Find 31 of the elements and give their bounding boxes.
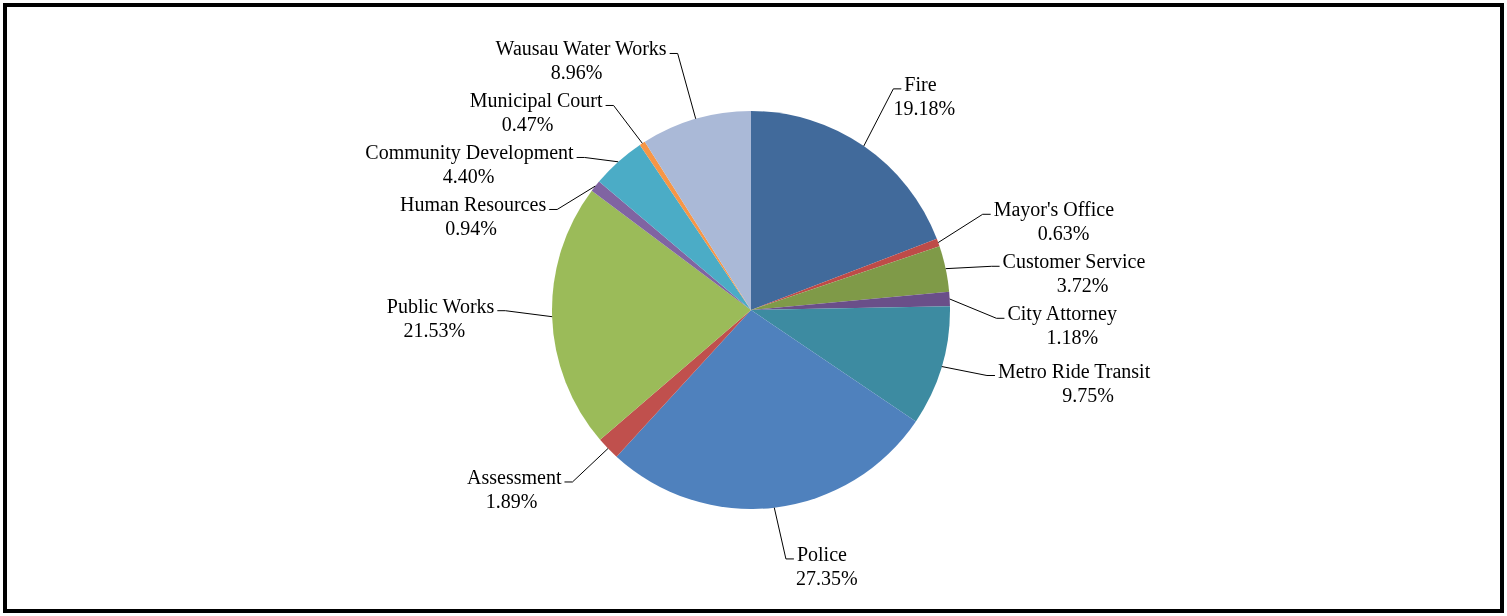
slice-label: Assessment [467,465,562,488]
pie-slice [599,144,751,310]
slice-label: Wausau Water Works [495,37,667,60]
pie-slice [616,310,916,509]
data-label: 4.40% [442,165,495,188]
pie-slice [751,306,950,422]
data-label: 0.47% [501,113,554,136]
data-label: 9.75% [1062,383,1114,406]
slice-label: City Attorney [1007,302,1117,326]
pie-slice [552,190,751,440]
pie-slice [644,111,751,310]
data-label: 8.96% [550,61,603,84]
data-label: 1.18% [1046,326,1099,349]
pie-slice [751,246,950,310]
data-label: 1.89% [485,489,538,512]
pie-slice [600,310,751,457]
slice-label: Community Development [365,141,575,165]
data-label: 19.18% [893,96,956,119]
slice-label: Human Resources [400,193,547,216]
data-label: 27.35% [796,566,858,589]
slice-label: Metro Ride Transit [997,359,1151,382]
slice-label: Mayor's Office [993,198,1115,222]
slice-label: Public Works [386,294,495,317]
slice-label: Municipal Court [469,89,604,113]
data-label: 0.63% [1037,222,1090,245]
data-label: 21.53% [403,318,466,341]
slice-label: Police [796,542,848,565]
data-label: 3.72% [1056,274,1109,297]
data-label: 0.94% [445,217,497,240]
slice-label: Customer Service [1002,250,1146,273]
slice-label: Fire [904,72,937,95]
